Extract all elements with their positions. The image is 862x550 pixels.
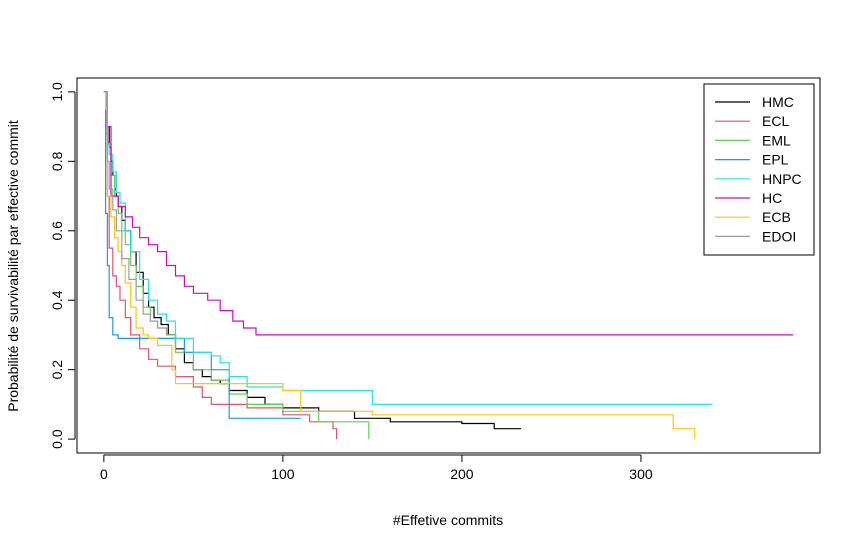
y-tick-label: 0.2 — [49, 360, 65, 380]
legend-label-hnpc: HNPC — [762, 171, 802, 187]
y-axis-title: Probabilité de survivabilité par effecti… — [5, 120, 21, 412]
legend-label-eml: EML — [762, 132, 791, 148]
legend-label-epl: EPL — [762, 152, 789, 168]
legend-box — [703, 83, 815, 256]
series-layer — [103, 91, 794, 440]
x-tick-label: 200 — [450, 466, 474, 482]
y-tick-label: 0.8 — [49, 151, 65, 171]
legend-label-ecl: ECL — [762, 113, 789, 129]
series-line-edoi — [103, 91, 168, 335]
legend-label-ecb: ECB — [762, 209, 791, 225]
x-tick-label: 0 — [100, 466, 108, 482]
series-line-epl — [103, 91, 301, 419]
y-tick-label: 0.6 — [49, 221, 65, 241]
legend: HMC ECL EML EPL HNPC HC ECB EDOI — [703, 83, 815, 256]
y-tick-label: 1.0 — [49, 82, 65, 102]
legend-label-edoi: EDOI — [762, 228, 796, 244]
y-tick-label: 0.4 — [49, 290, 65, 310]
series-line-ecb — [103, 91, 696, 440]
series-line-hc — [103, 91, 794, 336]
legend-label-hc: HC — [762, 190, 782, 206]
x-tick-label: 100 — [271, 466, 295, 482]
series-line-hnpc — [103, 91, 713, 405]
x-tick-label: 300 — [629, 466, 653, 482]
plot-frame — [76, 77, 821, 454]
y-tick-label: 0.0 — [49, 429, 65, 449]
legend-label-hmc: HMC — [762, 94, 794, 110]
y-axis: 0.0 0.2 0.4 0.6 0.8 1.0 — [49, 82, 76, 449]
series-line-eml — [103, 91, 370, 440]
x-axis: 0 100 200 300 — [100, 454, 653, 482]
series-line-ecl — [103, 91, 338, 440]
x-axis-title: #Effetive commits — [393, 512, 503, 528]
